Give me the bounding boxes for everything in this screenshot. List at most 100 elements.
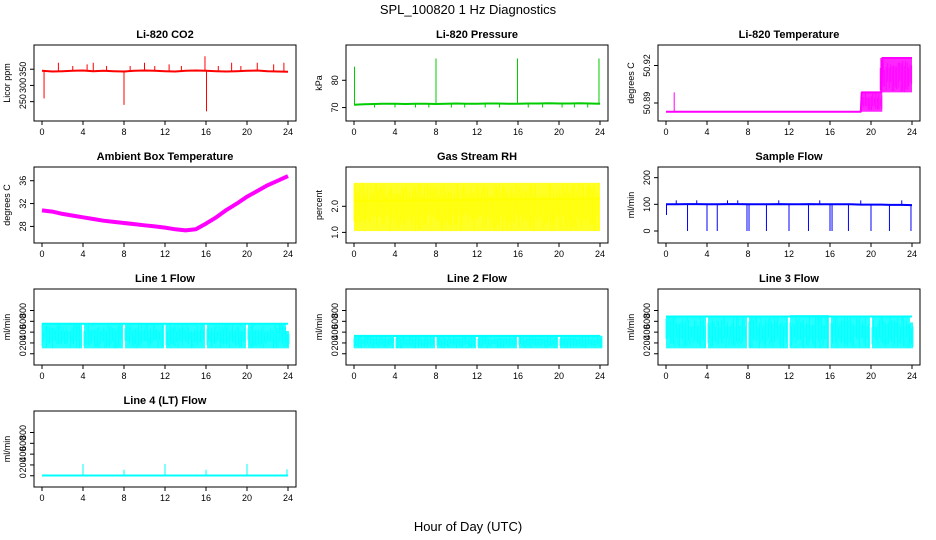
panel-4: Ambient Box Temperature degrees C 0 4 8 12 16 2…: [2, 151, 297, 259]
x-tick-label: 8: [121, 371, 126, 381]
y-axis-label: ml/min: [314, 314, 324, 341]
x-tick-label: 8: [745, 127, 750, 137]
y-axis-label: ml/min: [626, 314, 636, 341]
band-texture: [909, 323, 914, 347]
y-tick-label: 400: [18, 447, 28, 462]
band-texture: [871, 316, 910, 348]
y-tick-label: 600: [18, 314, 28, 329]
x-tick-label: 0: [351, 249, 356, 259]
x-tick-label: 4: [392, 371, 397, 381]
panel-title: Gas Stream RH: [437, 151, 517, 163]
x-tick-label: 24: [283, 493, 293, 503]
x-tick-label: 8: [745, 249, 750, 259]
band-texture: [124, 323, 163, 349]
x-tick-label: 16: [201, 493, 211, 503]
band-texture: [789, 315, 828, 349]
band-texture: [559, 335, 603, 349]
panel-3: Li-820 Temperature degrees C 0 4 8 12 16 20 24 50…: [626, 29, 921, 137]
band-texture: [353, 183, 599, 231]
band-texture: [247, 324, 286, 349]
x-tick-label: 0: [39, 493, 44, 503]
band-texture: [477, 335, 516, 349]
x-tick-label: 12: [784, 249, 794, 259]
x-tick-label: 20: [866, 249, 876, 259]
x-tick-label: 8: [121, 249, 126, 259]
band-texture: [395, 335, 434, 349]
x-tick-label: 12: [784, 371, 794, 381]
y-axis-label: ml/min: [626, 192, 636, 219]
x-tick-label: 20: [554, 127, 564, 137]
band-texture: [830, 315, 869, 349]
y-axis-label: degrees C: [626, 62, 636, 104]
panel-title: Sample Flow: [755, 151, 823, 163]
plot-frame: [33, 44, 297, 122]
y-tick-label: 0: [330, 351, 340, 356]
panel-title: Line 3 Flow: [759, 273, 819, 285]
x-tick-label: 20: [554, 371, 564, 381]
x-tick-label: 16: [825, 127, 835, 137]
y-tick-label: 200: [642, 170, 652, 185]
x-tick-label: 4: [704, 371, 709, 381]
y-axis-label: degrees C: [2, 184, 12, 226]
x-tick-label: 8: [121, 493, 126, 503]
y-tick-label: 400: [642, 325, 652, 340]
band-texture: [665, 316, 706, 348]
x-tick-label: 16: [201, 127, 211, 137]
y-tick-label: 600: [642, 314, 652, 329]
y-axis-label: percent: [314, 189, 324, 220]
x-tick-label: 0: [39, 371, 44, 381]
x-tick-label: 12: [472, 371, 482, 381]
panel-title: Ambient Box Temperature: [97, 151, 234, 163]
x-tick-label: 4: [392, 127, 397, 137]
x-tick-label: 4: [80, 493, 85, 503]
band-texture: [165, 323, 204, 349]
x-tick-label: 20: [242, 371, 252, 381]
band-texture: [879, 59, 913, 93]
x-tick-label: 12: [472, 249, 482, 259]
band-texture: [41, 323, 82, 349]
panel-title: Li-820 Pressure: [436, 29, 518, 41]
x-tick-label: 24: [907, 249, 917, 259]
y-tick-label: 0: [642, 351, 652, 356]
x-tick-label: 8: [121, 127, 126, 137]
y-tick-label: 350: [18, 62, 28, 77]
panel-6: Sample Flow ml/min 0 4 8 12 16 20 24 0 100 200: [626, 151, 921, 259]
x-tick-label: 20: [866, 127, 876, 137]
x-tick-label: 0: [663, 249, 668, 259]
figure-xlabel: Hour of Day (UTC): [414, 519, 522, 534]
x-tick-label: 12: [160, 127, 170, 137]
band-texture: [707, 316, 746, 348]
band-texture: [83, 323, 122, 349]
x-tick-label: 16: [513, 127, 523, 137]
y-tick-label: 36: [18, 176, 28, 186]
series-line: [353, 197, 601, 203]
x-tick-label: 0: [351, 371, 356, 381]
panel-title: Li-820 Temperature: [739, 29, 840, 41]
data-band: [880, 58, 912, 93]
figure-title: SPL_100820 1 Hz Diagnostics: [380, 2, 557, 17]
x-tick-label: 8: [745, 371, 750, 381]
series-line: [353, 102, 601, 106]
x-tick-label: 20: [242, 493, 252, 503]
plot-frame: [345, 44, 609, 122]
x-tick-label: 12: [160, 371, 170, 381]
y-axis-label: kPa: [314, 75, 324, 91]
x-tick-label: 24: [907, 127, 917, 137]
panel-title: Line 2 Flow: [447, 273, 507, 285]
x-tick-label: 0: [351, 127, 356, 137]
x-tick-label: 20: [242, 127, 252, 137]
band-texture: [285, 331, 290, 347]
panel-title: Li-820 CO2: [136, 29, 193, 41]
y-tick-label: 28: [18, 221, 28, 231]
x-tick-label: 24: [595, 127, 605, 137]
x-tick-label: 8: [433, 127, 438, 137]
y-tick-label: 32: [18, 199, 28, 209]
panel-2: Li-820 Pressure kPa 0 4 8 12 16 20 24 70 80: [314, 29, 609, 137]
x-tick-label: 4: [392, 249, 397, 259]
